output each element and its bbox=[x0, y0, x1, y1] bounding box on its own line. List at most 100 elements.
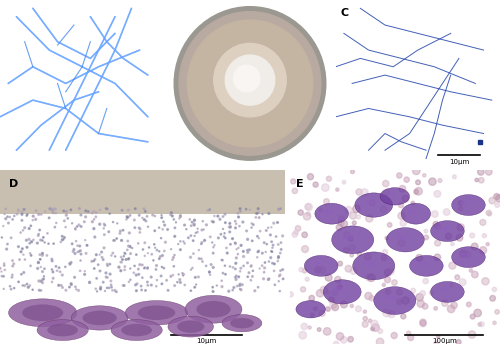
Point bbox=[16, 257, 24, 262]
Point bbox=[91, 257, 99, 262]
Point bbox=[434, 191, 442, 197]
Point bbox=[336, 261, 344, 266]
Point bbox=[7, 287, 15, 292]
Ellipse shape bbox=[439, 226, 449, 232]
Point bbox=[265, 211, 273, 216]
Point bbox=[236, 281, 244, 287]
Point bbox=[276, 288, 284, 294]
Point bbox=[50, 241, 58, 246]
Point bbox=[348, 169, 356, 174]
Point bbox=[136, 230, 144, 235]
Point bbox=[318, 267, 326, 273]
Point bbox=[220, 230, 228, 236]
Point bbox=[315, 327, 323, 332]
Ellipse shape bbox=[185, 295, 242, 323]
Point bbox=[465, 302, 473, 307]
Point bbox=[266, 232, 274, 238]
Point bbox=[28, 287, 36, 292]
Point bbox=[222, 245, 230, 251]
Point bbox=[96, 284, 104, 290]
Point bbox=[422, 278, 430, 284]
Ellipse shape bbox=[388, 192, 396, 197]
Point bbox=[102, 270, 110, 276]
Point bbox=[478, 178, 486, 183]
Point bbox=[348, 303, 356, 309]
Ellipse shape bbox=[324, 209, 334, 214]
Point bbox=[490, 320, 498, 326]
Point bbox=[80, 219, 88, 225]
Point bbox=[236, 206, 244, 212]
Point bbox=[112, 289, 120, 294]
Point bbox=[238, 282, 246, 288]
Point bbox=[490, 287, 498, 292]
Point bbox=[311, 306, 319, 311]
Point bbox=[226, 221, 234, 226]
Point bbox=[217, 232, 225, 237]
Point bbox=[81, 268, 89, 274]
Point bbox=[82, 214, 90, 219]
Point bbox=[17, 249, 25, 255]
Point bbox=[441, 301, 449, 306]
Point bbox=[464, 252, 471, 257]
Point bbox=[428, 290, 436, 295]
Point bbox=[66, 261, 74, 266]
Point bbox=[231, 218, 239, 224]
Point bbox=[324, 275, 332, 280]
Point bbox=[336, 283, 344, 289]
Point bbox=[44, 241, 52, 246]
Point bbox=[194, 274, 202, 280]
Ellipse shape bbox=[460, 200, 470, 206]
Point bbox=[72, 226, 80, 232]
Ellipse shape bbox=[386, 228, 424, 252]
Point bbox=[400, 314, 407, 319]
Point bbox=[131, 225, 139, 230]
Point bbox=[96, 207, 104, 213]
Point bbox=[72, 284, 80, 290]
Point bbox=[229, 265, 237, 270]
Point bbox=[167, 273, 175, 279]
Point bbox=[396, 289, 404, 295]
Point bbox=[222, 235, 230, 241]
Point bbox=[62, 288, 70, 293]
Circle shape bbox=[214, 43, 286, 117]
Point bbox=[232, 266, 239, 272]
Point bbox=[474, 310, 482, 316]
Point bbox=[268, 225, 276, 230]
Point bbox=[316, 207, 324, 213]
Point bbox=[132, 282, 140, 288]
Ellipse shape bbox=[196, 301, 230, 318]
Point bbox=[90, 266, 98, 271]
Point bbox=[456, 235, 464, 240]
Point bbox=[100, 245, 108, 251]
Point bbox=[240, 254, 248, 259]
Point bbox=[396, 299, 404, 305]
Ellipse shape bbox=[222, 314, 262, 332]
Text: 100μm: 100μm bbox=[432, 338, 456, 344]
Point bbox=[88, 259, 96, 264]
Point bbox=[116, 259, 124, 265]
Point bbox=[91, 234, 99, 240]
Point bbox=[38, 251, 46, 256]
Point bbox=[190, 221, 198, 227]
Point bbox=[29, 213, 37, 219]
Point bbox=[99, 257, 107, 262]
Point bbox=[28, 239, 36, 245]
Point bbox=[214, 213, 222, 219]
Point bbox=[123, 214, 131, 219]
Point bbox=[220, 234, 228, 239]
Point bbox=[70, 275, 78, 280]
Point bbox=[218, 257, 226, 263]
Point bbox=[188, 265, 196, 271]
Point bbox=[6, 283, 14, 289]
Point bbox=[383, 235, 391, 241]
Point bbox=[34, 212, 42, 217]
Point bbox=[66, 261, 74, 267]
Point bbox=[123, 215, 131, 220]
Point bbox=[58, 285, 66, 290]
Point bbox=[209, 265, 217, 270]
Point bbox=[168, 213, 176, 219]
Point bbox=[156, 249, 164, 254]
Point bbox=[236, 209, 244, 214]
Ellipse shape bbox=[384, 294, 397, 301]
Point bbox=[248, 221, 256, 226]
